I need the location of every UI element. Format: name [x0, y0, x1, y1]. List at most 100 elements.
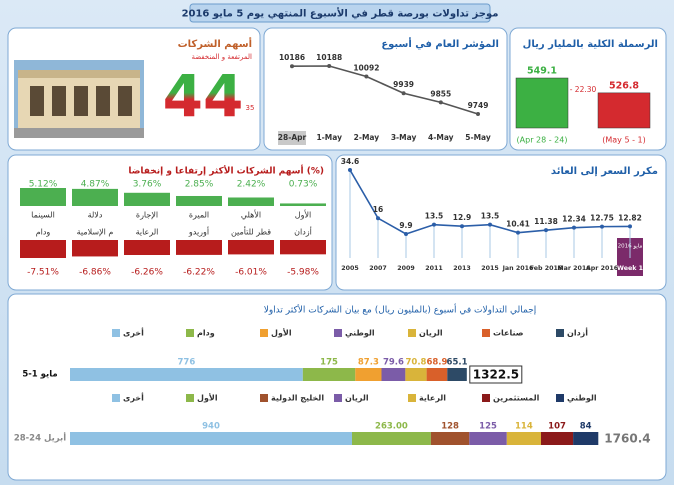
total-label: 1760.4 — [604, 432, 650, 446]
point — [432, 222, 436, 227]
value-label: 12.82 — [618, 213, 642, 222]
tile — [280, 203, 326, 206]
tile — [124, 192, 170, 206]
value-label: 13.5 — [425, 212, 444, 221]
page-title: موجز تداولات بورصة قطر في الأسبوع المنته… — [182, 7, 499, 20]
legend-label: أخرى — [123, 393, 144, 403]
category-label: قطر للتأمين — [231, 226, 271, 237]
point — [544, 228, 548, 233]
value-label: 12.9 — [453, 213, 472, 222]
value-label: -6.86% — [79, 268, 111, 278]
legend-swatch — [260, 329, 268, 337]
category-label: 4-May — [428, 133, 454, 142]
point — [376, 216, 380, 221]
category-label: 2009 — [397, 265, 415, 272]
point — [600, 224, 604, 229]
legend-swatch — [556, 394, 564, 402]
point — [327, 64, 332, 68]
chart-title: أسهم الشركات الأكثر إرتفاعا و إنخفاضا (%… — [128, 165, 324, 177]
value-label: 70.8 — [405, 358, 426, 368]
point — [364, 74, 369, 79]
legend-label: الأول — [197, 393, 218, 403]
legend-label: الوطني — [567, 394, 597, 403]
category-label: الميرة — [189, 211, 209, 220]
category-label: 28-24 أبريل — [14, 432, 66, 444]
annotation: - 22.30 — [570, 85, 597, 94]
bar-segment — [405, 368, 427, 381]
legend-swatch — [482, 394, 490, 402]
value-label: 549.1 — [527, 66, 557, 77]
value-label: 65.1 — [447, 358, 468, 368]
legend-swatch — [334, 394, 342, 402]
value-label: 175 — [320, 358, 338, 368]
category-label: Feb 2016 — [530, 265, 563, 272]
bar-segment — [70, 368, 303, 381]
category-label: السينما — [31, 211, 55, 220]
line — [291, 65, 479, 115]
subtitle: المرتفعة و المنخفضة — [191, 53, 252, 61]
value-label: 9.9 — [399, 221, 412, 230]
category-label: الأهلي — [241, 210, 261, 220]
value-label: 10092 — [353, 63, 379, 72]
chart-title: مكرر السعر إلى العائد — [551, 166, 658, 177]
legend-label: الريان — [419, 329, 443, 338]
tile — [124, 240, 170, 256]
category-label: ودام — [36, 228, 51, 237]
category-label: 2015 — [481, 265, 499, 272]
category-label: Week 1 — [617, 265, 643, 272]
building-image — [14, 60, 144, 138]
tile — [228, 240, 274, 255]
bar — [597, 92, 651, 129]
bar-segment — [541, 432, 574, 445]
value-label: 9749 — [468, 101, 489, 110]
category-label: Mar 2016 — [557, 265, 591, 272]
chart-title: أسهم الشركات — [178, 37, 252, 50]
legend-swatch — [408, 394, 416, 402]
value-label: 79.6 — [383, 358, 404, 368]
total-box — [469, 365, 523, 384]
value-label: 3.76% — [133, 180, 162, 190]
category-label: 2007 — [369, 265, 387, 272]
bar-segment — [573, 432, 599, 445]
category-label: (May 5 - 1) — [602, 136, 645, 145]
legend-label: الخليج الدولية — [271, 394, 324, 403]
value-label: -6.01% — [235, 268, 267, 278]
value-label: 263.00 — [375, 422, 408, 432]
bar-segment — [355, 368, 382, 381]
point — [460, 224, 464, 229]
point — [488, 222, 492, 227]
point — [290, 64, 294, 69]
tile — [72, 240, 118, 257]
value-label: 12.75 — [590, 214, 614, 223]
legend-label: المستثمرين — [493, 394, 540, 403]
category-label: 2013 — [453, 265, 471, 272]
value-label: 2.85% — [185, 180, 214, 190]
tile — [228, 197, 274, 206]
legend-swatch — [556, 329, 564, 337]
legend-swatch — [112, 394, 120, 402]
value-label: 9939 — [393, 80, 414, 89]
value-label: -6.22% — [183, 268, 215, 278]
bar — [515, 77, 569, 129]
legend-label: صناعات — [493, 329, 524, 338]
value-label: 4.87% — [81, 180, 110, 190]
bar-segment — [506, 432, 541, 445]
value-label: 11.38 — [534, 217, 558, 226]
bar-segment — [70, 432, 352, 445]
legend-swatch — [334, 329, 342, 337]
category-label: 5-1 مايو — [22, 370, 57, 380]
bar-segment — [426, 368, 448, 381]
category-label: 28-Apr — [278, 133, 307, 142]
chart-title: إجمالي التداولات في أسبوع (بالمليون ريال… — [264, 304, 537, 316]
category-label: Apr 2016 — [586, 265, 619, 272]
big-number: 44 — [163, 62, 244, 130]
legend-label: الوطني — [345, 329, 375, 338]
category-label: Jan 2016 — [502, 265, 534, 272]
value-label: 0.73% — [289, 180, 318, 190]
tile — [20, 188, 66, 206]
point — [401, 91, 406, 96]
bar-segment — [381, 368, 406, 381]
value-label: 34.6 — [341, 157, 360, 166]
tile — [280, 240, 326, 255]
